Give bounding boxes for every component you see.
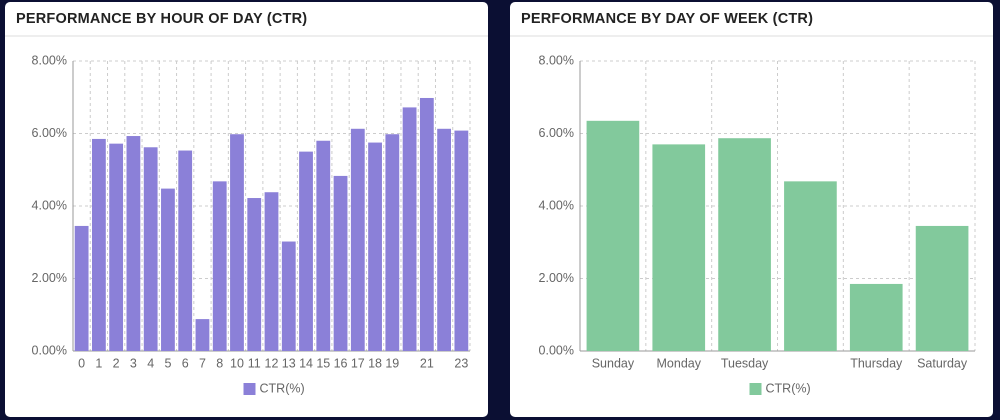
x-tick-label: 21 [420, 356, 434, 370]
x-tick-label: Saturday [917, 356, 968, 370]
bar [230, 134, 244, 351]
bar [915, 225, 969, 351]
bar [718, 138, 771, 351]
x-tick-label: 19 [385, 356, 399, 370]
bar [586, 120, 640, 351]
bar [178, 150, 193, 351]
x-tick-label: Monday [657, 356, 702, 370]
y-tick-label: 8.00% [32, 53, 67, 67]
x-tick-label: 11 [248, 356, 261, 370]
x-tick-label: 8 [216, 356, 223, 370]
bar [454, 130, 469, 351]
x-tick-label: 5 [164, 356, 171, 370]
legend-swatch [749, 383, 762, 395]
bar [316, 140, 331, 351]
bar [126, 136, 141, 351]
x-tick-label: 17 [351, 356, 365, 370]
bar [350, 128, 365, 351]
bar [333, 175, 348, 351]
chart-title: PERFORMANCE BY DAY OF WEEK (CTR) [521, 11, 813, 27]
y-tick-label: 2.00% [32, 271, 67, 285]
bar [91, 138, 106, 351]
x-tick-label: 3 [130, 356, 137, 370]
y-tick-label: 4.00% [32, 198, 67, 212]
y-tick-label: 0.00% [32, 343, 67, 357]
bar [264, 192, 279, 351]
x-tick-label: 23 [454, 356, 468, 370]
bar [143, 147, 158, 351]
bar [109, 143, 124, 351]
bar [385, 134, 400, 351]
bar [652, 144, 706, 351]
bar [402, 107, 417, 352]
x-tick-label: 14 [299, 356, 313, 370]
y-tick-label: 0.00% [539, 343, 574, 357]
y-tick-label: 4.00% [539, 198, 574, 212]
x-tick-label: 0 [78, 356, 85, 370]
x-tick-label: 10 [230, 356, 244, 370]
bar [437, 128, 452, 351]
x-tick-label: 7 [199, 356, 206, 370]
x-tick-label: 15 [316, 356, 330, 370]
x-tick-label: 1 [95, 356, 102, 370]
y-tick-label: 6.00% [32, 126, 67, 140]
y-tick-label: 6.00% [539, 126, 574, 140]
bar [212, 181, 227, 351]
x-tick-label: 4 [147, 356, 154, 370]
x-tick-label: Sunday [592, 356, 635, 370]
bar [368, 142, 382, 351]
chart-title: PERFORMANCE BY HOUR OF DAY (CTR) [16, 11, 307, 27]
x-tick-label: 13 [282, 356, 296, 370]
x-tick-label: Thursday [850, 356, 903, 370]
bar [74, 225, 89, 351]
bar [784, 181, 837, 351]
bar [419, 97, 434, 351]
x-tick-label: Tuesday [721, 356, 769, 370]
bar [281, 241, 296, 351]
panel [5, 2, 488, 417]
x-tick-label: 2 [113, 356, 120, 370]
legend-label: CTR(%) [766, 381, 811, 395]
bar [195, 319, 210, 351]
bar [161, 188, 175, 351]
x-tick-label: 16 [334, 356, 348, 370]
y-tick-label: 8.00% [539, 53, 574, 67]
x-tick-label: 18 [368, 356, 382, 370]
bar [299, 151, 313, 351]
x-tick-label: 6 [182, 356, 189, 370]
legend-swatch [243, 383, 256, 395]
bar [849, 283, 903, 351]
x-tick-label: 12 [265, 356, 279, 370]
y-tick-label: 2.00% [539, 271, 574, 285]
bar [247, 198, 262, 351]
legend-label: CTR(%) [260, 381, 305, 395]
